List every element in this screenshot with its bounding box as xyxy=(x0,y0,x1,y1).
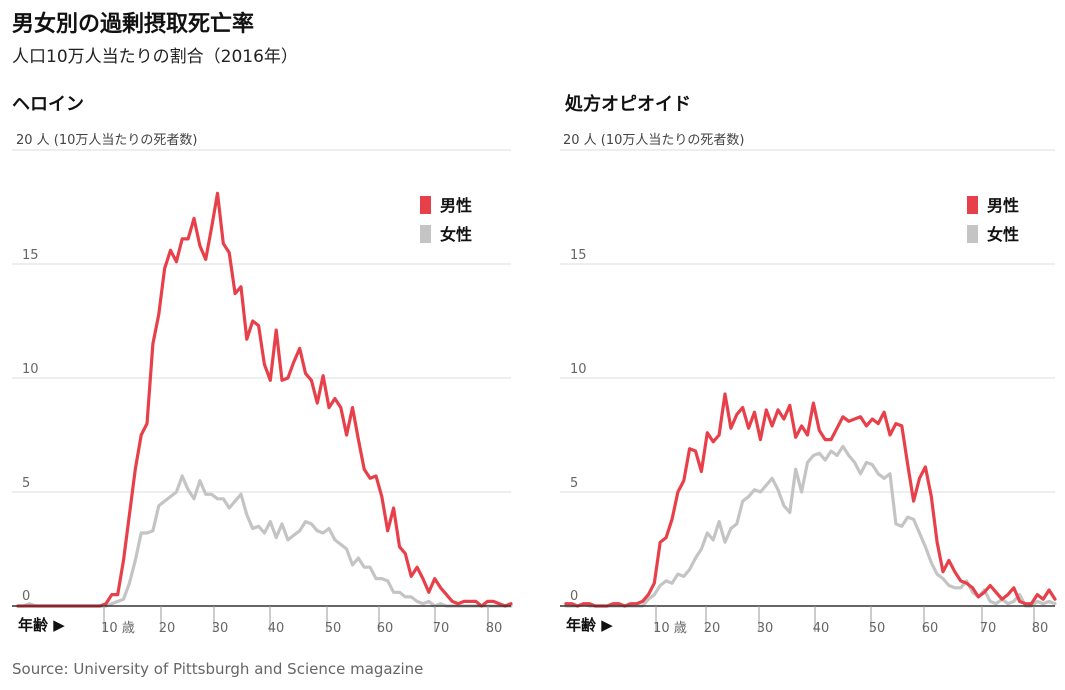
legend-label-female: 女性 xyxy=(987,225,1019,244)
panel-title-2: 処方オピオイド xyxy=(565,93,691,115)
legend-label-female: 女性 xyxy=(440,225,472,244)
x-tick-label: 20 xyxy=(704,621,721,636)
x-axis-label: 年齢 ▶ xyxy=(566,616,613,634)
x-tick-label: 10 歳 xyxy=(653,621,687,636)
x-tick-label: 60 xyxy=(377,621,394,636)
x-axis-label: 年齢 ▶ xyxy=(18,616,65,634)
y-tick-label: 15 xyxy=(570,248,587,263)
y-tick-label: 10 xyxy=(570,362,587,377)
x-tick-label: 20 xyxy=(159,621,176,636)
y-tick-label: 0 xyxy=(570,589,578,604)
x-tick-label: 50 xyxy=(325,621,342,636)
x-tick-label: 50 xyxy=(869,621,886,636)
x-tick-label: 10 歳 xyxy=(101,621,135,636)
legend-swatch-male xyxy=(967,196,978,214)
series-line-male xyxy=(16,191,513,608)
y-tick-label: 5 xyxy=(570,476,578,491)
x-tick-label: 70 xyxy=(980,621,997,636)
series-line-female xyxy=(16,474,513,608)
source-note: Source: University of Pittsburgh and Sci… xyxy=(12,660,424,678)
series-line-male xyxy=(564,392,1057,608)
y-axis-unit-label: 20 人 (10万人当たりの死者数) xyxy=(563,133,745,148)
chart-title: 男女別の過剰摂取死亡率 xyxy=(12,12,255,37)
chart-subtitle: 人口10万人当たりの割合（2016年） xyxy=(12,47,298,67)
x-tick-label: 40 xyxy=(813,621,830,636)
y-tick-label: 0 xyxy=(22,589,30,604)
x-tick-label: 30 xyxy=(757,621,774,636)
x-tick-label: 30 xyxy=(212,621,229,636)
x-tick-label: 80 xyxy=(486,621,503,636)
x-tick-label: 40 xyxy=(268,621,285,636)
x-tick-label: 70 xyxy=(433,621,450,636)
y-axis-unit-label: 20 人 (10万人当たりの死者数) xyxy=(16,133,198,148)
y-tick-label: 5 xyxy=(22,476,30,491)
legend-label-male: 男性 xyxy=(440,196,472,215)
y-tick-label: 15 xyxy=(22,248,39,263)
x-tick-label: 60 xyxy=(922,621,939,636)
panel-title-1: ヘロイン xyxy=(12,94,84,115)
legend-swatch-female xyxy=(420,225,431,243)
legend-swatch-male xyxy=(420,196,431,214)
x-tick-label: 80 xyxy=(1032,621,1049,636)
series-line-female xyxy=(564,444,1057,608)
y-tick-label: 10 xyxy=(22,362,39,377)
legend-label-male: 男性 xyxy=(987,196,1019,215)
legend-swatch-female xyxy=(967,225,978,243)
